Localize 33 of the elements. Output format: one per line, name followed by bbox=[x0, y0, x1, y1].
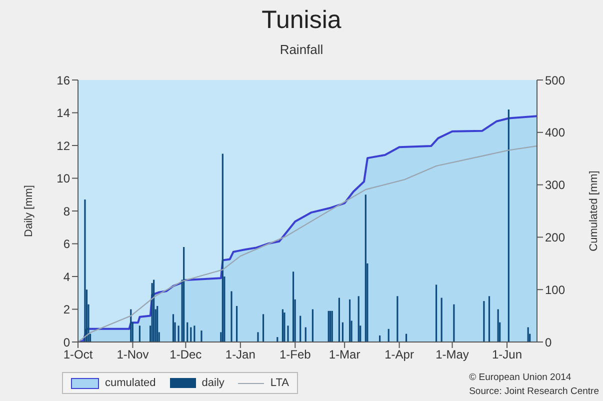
y-tick-label: 2 bbox=[63, 302, 70, 317]
legend-label: cumulated bbox=[105, 377, 156, 389]
source-note: Source: Joint Research Centre bbox=[469, 385, 599, 399]
x-tick-label: 1-Mar bbox=[328, 348, 360, 362]
x-tick-label: 1-Jun bbox=[492, 348, 522, 362]
x-tick-label: 1-Oct bbox=[63, 348, 94, 362]
y-tick-label: 14 bbox=[56, 106, 70, 120]
y-tick-label: 6 bbox=[63, 237, 70, 252]
y2-tick-label: 100 bbox=[545, 282, 566, 297]
y2-tick-label: 200 bbox=[545, 230, 566, 244]
y-tick-label: 8 bbox=[63, 204, 70, 218]
y-axis-title: Daily [mm] bbox=[22, 185, 35, 237]
text: © European Union 2014 bbox=[469, 371, 572, 385]
y2-axis-title: Cumulated [mm] bbox=[588, 170, 600, 252]
y2-tick-label: 500 bbox=[545, 73, 566, 88]
chart-subtitle: Rainfall bbox=[278, 42, 324, 57]
y-tick-label: 12 bbox=[56, 138, 70, 153]
x-tick-label: 1-Feb bbox=[279, 348, 312, 362]
x-tick-label: 1-May bbox=[436, 348, 469, 362]
y2-tick-label: 300 bbox=[545, 178, 566, 192]
x-tick-label: 1-Nov bbox=[116, 348, 149, 362]
legend-label: daily bbox=[202, 377, 224, 389]
chart-title: Tunisia bbox=[260, 6, 342, 35]
y-tick-label: 10 bbox=[56, 172, 70, 186]
y2-tick-label: 400 bbox=[545, 126, 566, 140]
x-tick-label: 1-Jan bbox=[225, 348, 256, 362]
x-tick-label: 1-Apr bbox=[384, 348, 414, 362]
legend-label: LTA bbox=[270, 377, 289, 389]
y2-tick-label: 0 bbox=[545, 335, 552, 350]
y-tick-label: 16 bbox=[56, 73, 70, 88]
x-tick-label: 1-Dec bbox=[170, 348, 202, 362]
y-tick-label: 0 bbox=[63, 335, 70, 350]
y-tick-label: 4 bbox=[63, 270, 70, 284]
